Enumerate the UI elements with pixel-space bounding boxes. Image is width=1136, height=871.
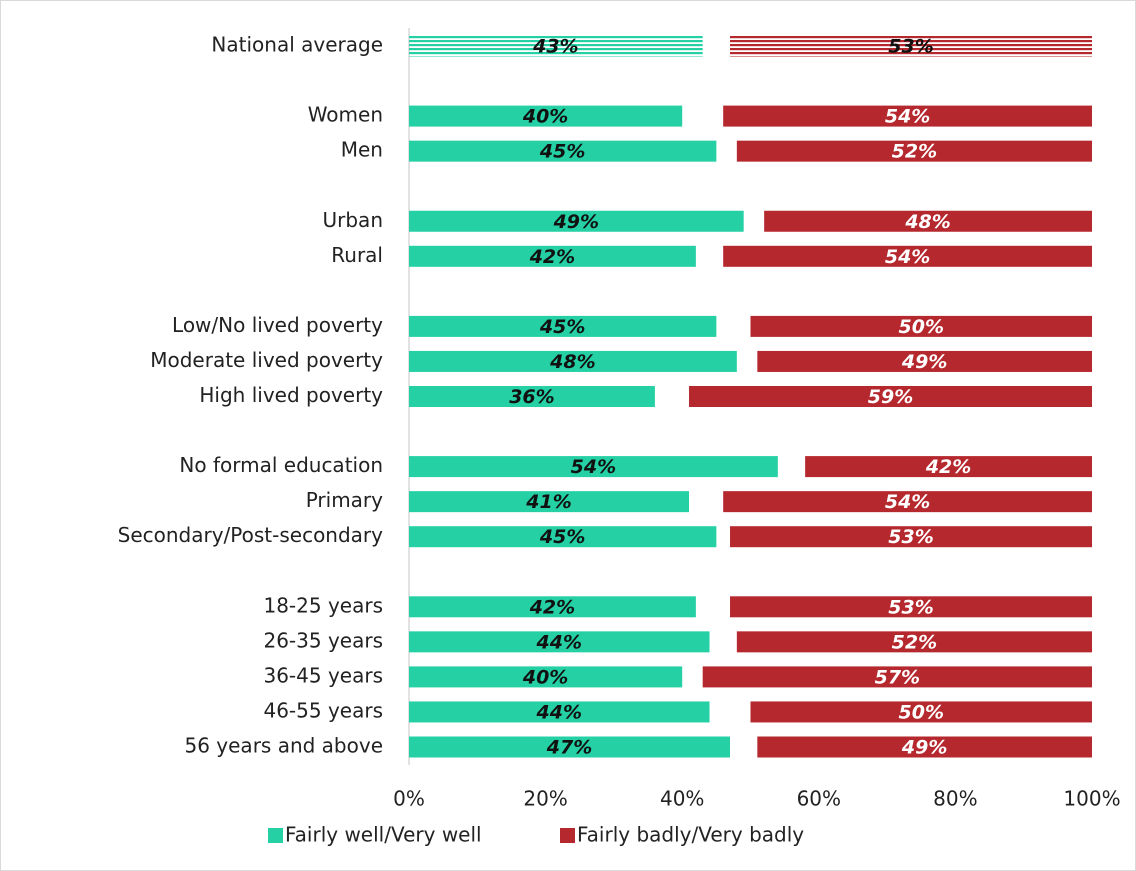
category-label: Rural xyxy=(331,243,383,267)
value-label: 49% xyxy=(901,351,947,373)
category-label: High lived poverty xyxy=(199,383,383,407)
value-label: 50% xyxy=(899,701,944,723)
value-label: 53% xyxy=(888,526,933,548)
category-label: No formal education xyxy=(179,453,383,477)
bar xyxy=(730,35,1092,57)
bar xyxy=(736,631,1092,653)
bar xyxy=(730,526,1092,548)
value-label: 48% xyxy=(549,351,595,373)
bar xyxy=(409,350,737,372)
value-label: 57% xyxy=(875,666,920,688)
bar xyxy=(409,245,696,267)
bar xyxy=(689,386,1092,407)
value-label: 59% xyxy=(868,386,913,408)
value-label: 41% xyxy=(525,491,571,513)
value-label: 52% xyxy=(892,631,937,653)
category-label: Moderate lived poverty xyxy=(150,348,383,372)
bar xyxy=(702,666,1092,688)
bar xyxy=(409,210,744,232)
x-tick-label: 80% xyxy=(933,787,977,811)
legend-swatch xyxy=(268,828,283,843)
category-label: 18-25 years xyxy=(263,593,383,617)
bar xyxy=(409,456,778,478)
bar xyxy=(409,701,710,723)
value-label: 49% xyxy=(901,737,947,759)
value-label: 43% xyxy=(532,36,578,58)
value-label: 52% xyxy=(892,141,937,163)
category-label: 46-55 years xyxy=(263,698,383,722)
legend-swatch xyxy=(560,828,575,843)
bar xyxy=(723,491,1092,513)
category-label: Men xyxy=(341,138,383,162)
category-label: 56 years and above xyxy=(184,734,383,758)
x-tick-label: 60% xyxy=(797,787,841,811)
value-label: 44% xyxy=(536,701,582,723)
value-label: 53% xyxy=(888,596,933,618)
value-label: 36% xyxy=(509,386,554,408)
x-tick-label: 0% xyxy=(393,787,425,811)
category-label: Women xyxy=(308,103,383,127)
bar xyxy=(750,315,1092,337)
bar xyxy=(409,140,717,162)
bar xyxy=(750,701,1092,723)
x-tick-label: 100% xyxy=(1063,787,1120,811)
x-tick-label: 20% xyxy=(523,787,567,811)
bar xyxy=(723,245,1092,267)
value-label: 54% xyxy=(885,491,930,513)
value-label: 44% xyxy=(536,631,582,653)
value-label: 54% xyxy=(885,106,930,128)
value-label: 42% xyxy=(529,596,575,618)
value-label: 45% xyxy=(539,526,585,548)
bar xyxy=(409,315,717,337)
bar xyxy=(409,736,731,758)
bar xyxy=(409,666,683,688)
value-label: 42% xyxy=(529,246,575,268)
bar xyxy=(409,386,655,407)
bar xyxy=(723,105,1092,127)
bar xyxy=(764,210,1092,232)
legend-label: Fairly well/Very well xyxy=(285,823,482,847)
value-label: 48% xyxy=(904,211,950,233)
bar xyxy=(409,596,696,618)
value-label: 50% xyxy=(899,316,944,338)
category-label: Primary xyxy=(306,488,383,512)
category-label: 36-45 years xyxy=(263,663,383,687)
bar xyxy=(409,526,717,548)
legend-label: Fairly badly/Very badly xyxy=(577,823,804,847)
bar xyxy=(757,350,1092,372)
category-label: National average xyxy=(211,33,383,57)
value-label: 40% xyxy=(522,106,568,128)
bar xyxy=(409,105,683,127)
category-label: Secondary/Post-secondary xyxy=(118,523,384,547)
bar xyxy=(805,456,1092,478)
value-label: 45% xyxy=(539,316,585,338)
category-label: 26-35 years xyxy=(263,628,383,652)
value-label: 49% xyxy=(553,211,599,233)
bar xyxy=(409,35,703,57)
category-label: Low/No lived poverty xyxy=(172,313,383,337)
value-label: 53% xyxy=(888,36,933,58)
bar xyxy=(757,736,1092,758)
value-label: 40% xyxy=(522,666,568,688)
value-label: 54% xyxy=(571,456,616,478)
value-label: 45% xyxy=(539,141,585,163)
bar xyxy=(409,631,710,653)
bar xyxy=(730,596,1092,618)
x-tick-label: 40% xyxy=(660,787,704,811)
bar xyxy=(736,140,1092,162)
bar xyxy=(409,491,690,513)
value-label: 42% xyxy=(925,456,971,478)
value-label: 47% xyxy=(546,737,592,759)
value-label: 54% xyxy=(885,246,930,268)
category-label: Urban xyxy=(323,208,384,232)
